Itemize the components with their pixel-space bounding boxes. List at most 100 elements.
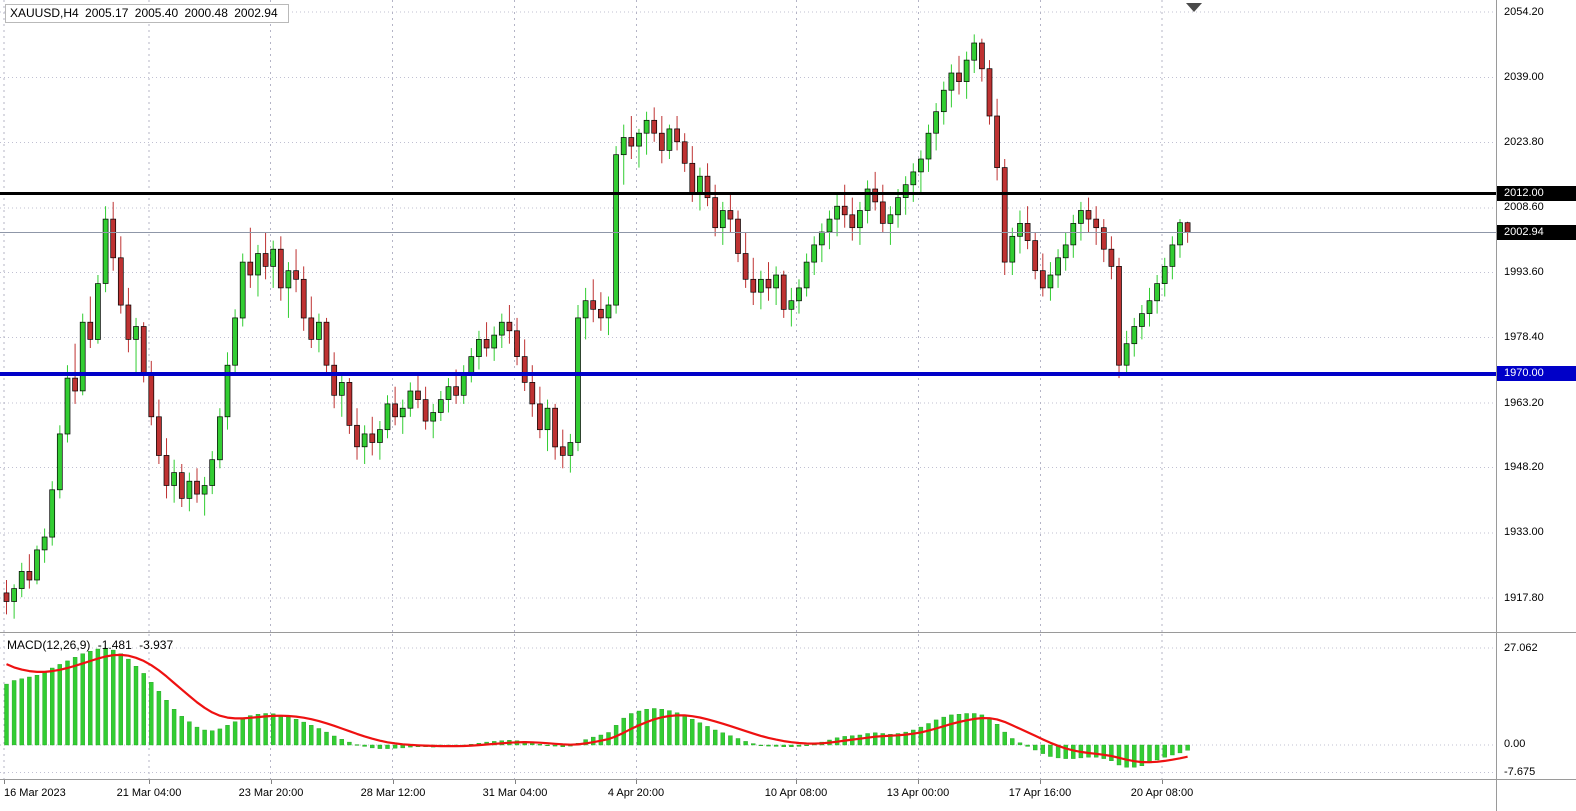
macd-histogram-bar (4, 683, 9, 746)
macd-histogram-bar (332, 735, 337, 746)
price-axis[interactable]: 2054.20 2039.00 2023.80 2008.60 1993.60 1978.… (1497, 0, 1576, 811)
low-value: 2000.48 (184, 6, 228, 20)
macd-histogram-bar (728, 735, 733, 746)
candle (224, 364, 231, 418)
candle (125, 304, 132, 340)
candle (567, 442, 574, 456)
candle (102, 218, 109, 284)
macd-histogram-bar (895, 733, 901, 746)
macd-histogram-bar (255, 713, 261, 746)
candle (628, 137, 635, 147)
macd-histogram-bar (362, 744, 367, 747)
candle (460, 373, 467, 396)
candle (209, 459, 216, 486)
price-tick-label: 2023.80 (1504, 136, 1544, 149)
candle (56, 433, 63, 491)
candle (735, 218, 741, 254)
macd-histogram-bar (50, 667, 55, 746)
candle (1055, 257, 1061, 276)
candle (308, 317, 315, 340)
macd-histogram-bar (27, 676, 32, 746)
macd-histogram-bar (347, 741, 352, 746)
candle (826, 218, 833, 233)
time-axis[interactable]: 16 Mar 2023 21 Mar 04:00 23 Mar 20:00 28 Ma… (0, 780, 1496, 811)
candle (933, 111, 939, 134)
candle (41, 536, 48, 551)
macd-histogram-bar (773, 744, 779, 747)
high-value: 2005.40 (134, 6, 179, 20)
time-tick (271, 780, 272, 784)
macd-histogram-bar (42, 671, 47, 746)
candle (1184, 222, 1191, 233)
macd-histogram-bar (1002, 731, 1007, 746)
candle (773, 274, 779, 289)
macd-histogram-bar (674, 712, 680, 746)
macd-histogram-bar (103, 647, 108, 746)
macd-histogram-bar (865, 733, 870, 746)
macd-histogram-bar (781, 744, 786, 747)
chart-shift-marker-icon[interactable] (1186, 3, 1202, 12)
macd-histogram-bar (743, 741, 748, 746)
macd-histogram-bar (994, 723, 1000, 746)
open-value: 2005.17 (85, 6, 129, 20)
candle (1116, 266, 1122, 366)
macd-histogram-bar (72, 657, 78, 746)
macd-indicator-pane[interactable] (0, 634, 1496, 779)
candle (582, 300, 589, 319)
candle (178, 472, 185, 499)
price-tick-label: 1948.20 (1504, 460, 1544, 473)
candle (552, 407, 558, 448)
candle (445, 386, 452, 400)
candle (613, 154, 619, 306)
price-chart-pane[interactable] (0, 0, 1496, 632)
candle (1100, 227, 1107, 250)
candle (925, 132, 932, 160)
macd-histogram-bar (956, 713, 962, 746)
macd-histogram-bar (1086, 744, 1091, 758)
candle (681, 141, 688, 164)
macd-histogram-bar (644, 708, 649, 746)
macd-histogram-bar (1170, 744, 1175, 756)
macd-histogram-bar (690, 718, 695, 746)
candle (544, 407, 551, 431)
time-label: 31 Mar 04:00 (482, 787, 548, 799)
macd-histogram-bar (149, 682, 154, 746)
macd-histogram-bar (1093, 744, 1099, 758)
candle (857, 210, 863, 229)
candle (994, 115, 1000, 168)
candle (879, 201, 886, 224)
macd-histogram-bar (301, 721, 306, 746)
price-tick-label: 2039.00 (1504, 70, 1544, 83)
candle (948, 72, 955, 91)
candle (133, 326, 139, 340)
candle (537, 403, 543, 431)
candle (476, 339, 482, 357)
macd-histogram-bar (324, 731, 329, 746)
macd-histogram-bar (636, 710, 642, 746)
candle (758, 278, 764, 293)
candle (1078, 210, 1084, 224)
macd-histogram-bar (194, 726, 200, 746)
support-line-badge: 1970.00 (1497, 366, 1576, 382)
macd-histogram-bar (987, 718, 992, 746)
pane-separator-top[interactable] (0, 632, 1576, 633)
macd-histogram-bar (19, 678, 24, 746)
macd-histogram-bar (903, 731, 908, 746)
candle (201, 485, 208, 495)
candle (1085, 210, 1092, 220)
price-tick-label: 1993.60 (1504, 265, 1544, 278)
macd-histogram-bar (271, 713, 276, 746)
macd-histogram-bar (156, 691, 162, 746)
candle (72, 377, 78, 392)
macd-histogram-bar (354, 744, 360, 746)
macd-histogram-bar (1109, 744, 1114, 762)
resistance-line-badge: 2012.00 (1497, 185, 1576, 201)
macd-histogram-bar (697, 722, 703, 746)
macd-histogram-bar (682, 715, 687, 746)
macd-histogram-bar (804, 744, 809, 747)
time-label: 20 Apr 08:00 (1130, 787, 1194, 799)
macd-legend: MACD(12,26,9) -1.481 -3.937 (7, 638, 177, 652)
macd-histogram-bar (187, 721, 192, 746)
price-tick-label: 2008.60 (1504, 201, 1544, 214)
